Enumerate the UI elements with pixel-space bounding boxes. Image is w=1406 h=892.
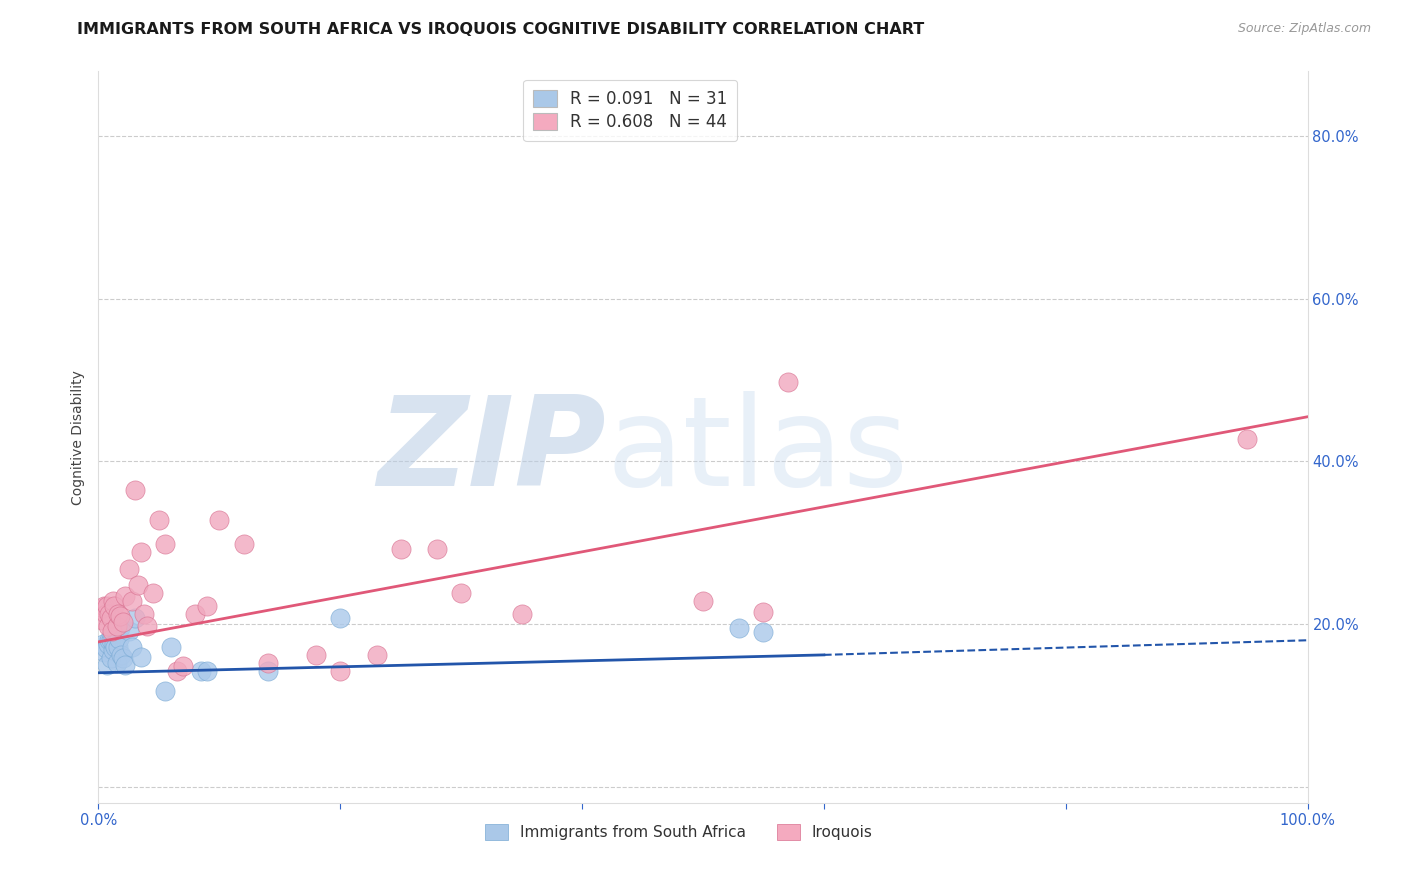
Point [121, 594, 143, 608]
Point [129, 649, 152, 664]
Point [256, 664, 278, 678]
Point [692, 594, 714, 608]
Point [450, 586, 472, 600]
Point [172, 659, 194, 673]
Point [103, 599, 125, 614]
Point [142, 586, 165, 600]
Point [118, 624, 141, 638]
Legend: Immigrants from South Africa, Iroquois: Immigrants from South Africa, Iroquois [479, 818, 879, 847]
Point [100, 624, 122, 638]
Point [232, 537, 254, 551]
Point [124, 483, 146, 497]
Point [329, 664, 352, 678]
Point [124, 610, 146, 624]
Point [366, 648, 388, 662]
Point [426, 542, 449, 557]
Point [195, 599, 218, 614]
Point [208, 513, 231, 527]
Point [94, 607, 117, 622]
Point [110, 648, 132, 662]
Point [107, 607, 129, 622]
Point [111, 651, 134, 665]
Point [93, 599, 115, 614]
Text: atlas: atlas [606, 392, 908, 512]
Point [107, 640, 129, 654]
Point [127, 578, 149, 592]
Point [153, 683, 176, 698]
Point [104, 640, 127, 654]
Point [98, 607, 121, 622]
Point [184, 607, 207, 622]
Point [108, 621, 131, 635]
Point [93, 645, 115, 659]
Text: ZIP: ZIP [378, 392, 606, 512]
Point [129, 545, 152, 559]
Y-axis label: Cognitive Disability: Cognitive Disability [72, 369, 86, 505]
Point [97, 618, 120, 632]
Point [94, 641, 117, 656]
Point [118, 562, 141, 576]
Point [135, 618, 157, 632]
Point [103, 637, 125, 651]
Point [100, 626, 122, 640]
Point [153, 537, 176, 551]
Point [91, 600, 114, 615]
Text: IMMIGRANTS FROM SOUTH AFRICA VS IROQUOIS COGNITIVE DISABILITY CORRELATION CHART: IMMIGRANTS FROM SOUTH AFRICA VS IROQUOIS… [77, 22, 925, 37]
Point [105, 618, 128, 632]
Point [134, 607, 156, 622]
Point [329, 610, 352, 624]
Point [96, 657, 118, 672]
Point [166, 664, 188, 678]
Point [389, 542, 412, 557]
Point [160, 640, 183, 654]
Point [195, 664, 218, 678]
Point [108, 608, 131, 623]
Point [96, 599, 118, 614]
Point [98, 633, 121, 648]
Text: Source: ZipAtlas.com: Source: ZipAtlas.com [1237, 22, 1371, 36]
Point [148, 513, 170, 527]
Point [108, 632, 131, 646]
Point [101, 594, 124, 608]
Point [91, 613, 114, 627]
Point [100, 610, 122, 624]
Point [752, 625, 775, 640]
Point [190, 664, 212, 678]
Point [728, 621, 751, 635]
Point [1236, 432, 1258, 446]
Point [100, 633, 122, 648]
Point [752, 605, 775, 619]
Point [91, 637, 114, 651]
Point [114, 657, 136, 672]
Point [776, 375, 799, 389]
Point [101, 643, 124, 657]
Point [256, 656, 278, 670]
Point [510, 607, 533, 622]
Point [114, 589, 136, 603]
Point [121, 640, 143, 654]
Point [97, 637, 120, 651]
Point [305, 648, 328, 662]
Point [105, 656, 128, 670]
Point [100, 651, 122, 665]
Point [111, 615, 134, 630]
